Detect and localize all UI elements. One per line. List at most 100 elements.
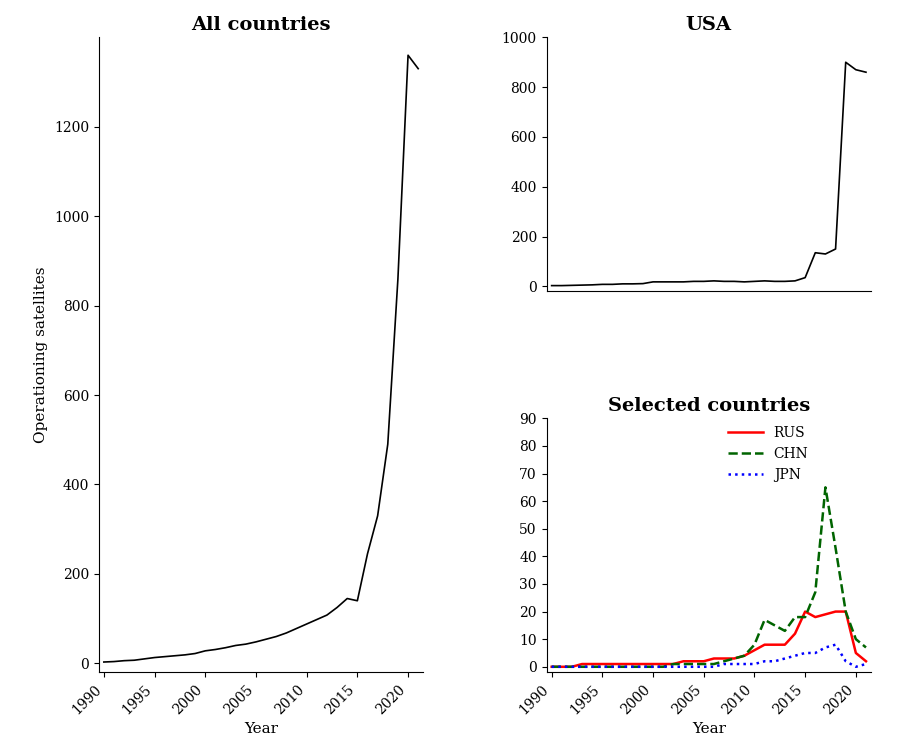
- JPN: [688, 663, 699, 672]
- CHN: [770, 621, 780, 630]
- JPN: [718, 660, 729, 669]
- CHN: [688, 660, 699, 669]
- RUS: [586, 660, 597, 669]
- RUS: [658, 660, 669, 669]
- X-axis label: Year: Year: [244, 722, 278, 737]
- CHN: [789, 613, 800, 622]
- CHN: [567, 663, 577, 672]
- RUS: [820, 610, 831, 619]
- JPN: [759, 657, 770, 666]
- CHN: [577, 663, 587, 672]
- JPN: [860, 660, 871, 669]
- JPN: [779, 654, 790, 663]
- CHN: [617, 663, 628, 672]
- RUS: [709, 654, 719, 663]
- CHN: [607, 663, 618, 672]
- CHN: [830, 544, 841, 553]
- RUS: [628, 660, 638, 669]
- CHN: [739, 651, 750, 660]
- Title: All countries: All countries: [191, 16, 330, 34]
- CHN: [718, 657, 729, 666]
- Line: CHN: CHN: [551, 487, 866, 667]
- JPN: [557, 663, 568, 672]
- JPN: [709, 663, 719, 672]
- RUS: [557, 663, 568, 672]
- CHN: [759, 616, 770, 624]
- CHN: [729, 654, 740, 663]
- RUS: [770, 640, 780, 649]
- RUS: [699, 657, 709, 666]
- CHN: [699, 660, 709, 669]
- CHN: [647, 663, 658, 672]
- Line: RUS: RUS: [551, 612, 866, 667]
- RUS: [841, 607, 851, 616]
- JPN: [749, 660, 760, 669]
- JPN: [678, 663, 689, 672]
- JPN: [770, 657, 780, 666]
- RUS: [789, 629, 800, 638]
- CHN: [820, 483, 831, 492]
- RUS: [810, 613, 821, 622]
- RUS: [779, 640, 790, 649]
- RUS: [638, 660, 648, 669]
- Line: JPN: JPN: [551, 645, 866, 667]
- CHN: [628, 663, 638, 672]
- RUS: [850, 648, 861, 657]
- CHN: [597, 663, 608, 672]
- RUS: [830, 607, 841, 616]
- CHN: [638, 663, 648, 672]
- CHN: [668, 660, 679, 669]
- JPN: [830, 640, 841, 649]
- CHN: [841, 607, 851, 616]
- RUS: [597, 660, 608, 669]
- CHN: [709, 660, 719, 669]
- CHN: [678, 660, 689, 669]
- JPN: [597, 663, 608, 672]
- JPN: [628, 663, 638, 672]
- CHN: [586, 663, 597, 672]
- RUS: [718, 654, 729, 663]
- CHN: [850, 635, 861, 644]
- CHN: [779, 627, 790, 636]
- CHN: [546, 663, 557, 672]
- RUS: [647, 660, 658, 669]
- RUS: [567, 663, 577, 672]
- JPN: [617, 663, 628, 672]
- JPN: [729, 660, 740, 669]
- JPN: [789, 651, 800, 660]
- RUS: [577, 660, 587, 669]
- JPN: [668, 663, 679, 672]
- JPN: [586, 663, 597, 672]
- CHN: [749, 640, 760, 649]
- RUS: [729, 654, 740, 663]
- Legend: RUS, CHN, JPN: RUS, CHN, JPN: [722, 420, 814, 487]
- RUS: [860, 657, 871, 666]
- JPN: [577, 663, 587, 672]
- CHN: [810, 588, 821, 597]
- RUS: [800, 607, 811, 616]
- RUS: [678, 657, 689, 666]
- RUS: [617, 660, 628, 669]
- JPN: [800, 648, 811, 657]
- RUS: [688, 657, 699, 666]
- RUS: [668, 660, 679, 669]
- RUS: [607, 660, 618, 669]
- CHN: [800, 613, 811, 622]
- X-axis label: Year: Year: [691, 722, 726, 737]
- RUS: [739, 651, 750, 660]
- JPN: [739, 660, 750, 669]
- CHN: [557, 663, 568, 672]
- Title: Selected countries: Selected countries: [608, 397, 810, 415]
- JPN: [607, 663, 618, 672]
- CHN: [658, 663, 669, 672]
- JPN: [647, 663, 658, 672]
- JPN: [810, 648, 821, 657]
- RUS: [759, 640, 770, 649]
- JPN: [658, 663, 669, 672]
- JPN: [699, 663, 709, 672]
- RUS: [749, 645, 760, 654]
- CHN: [860, 643, 871, 652]
- JPN: [841, 657, 851, 666]
- JPN: [820, 643, 831, 652]
- JPN: [850, 663, 861, 672]
